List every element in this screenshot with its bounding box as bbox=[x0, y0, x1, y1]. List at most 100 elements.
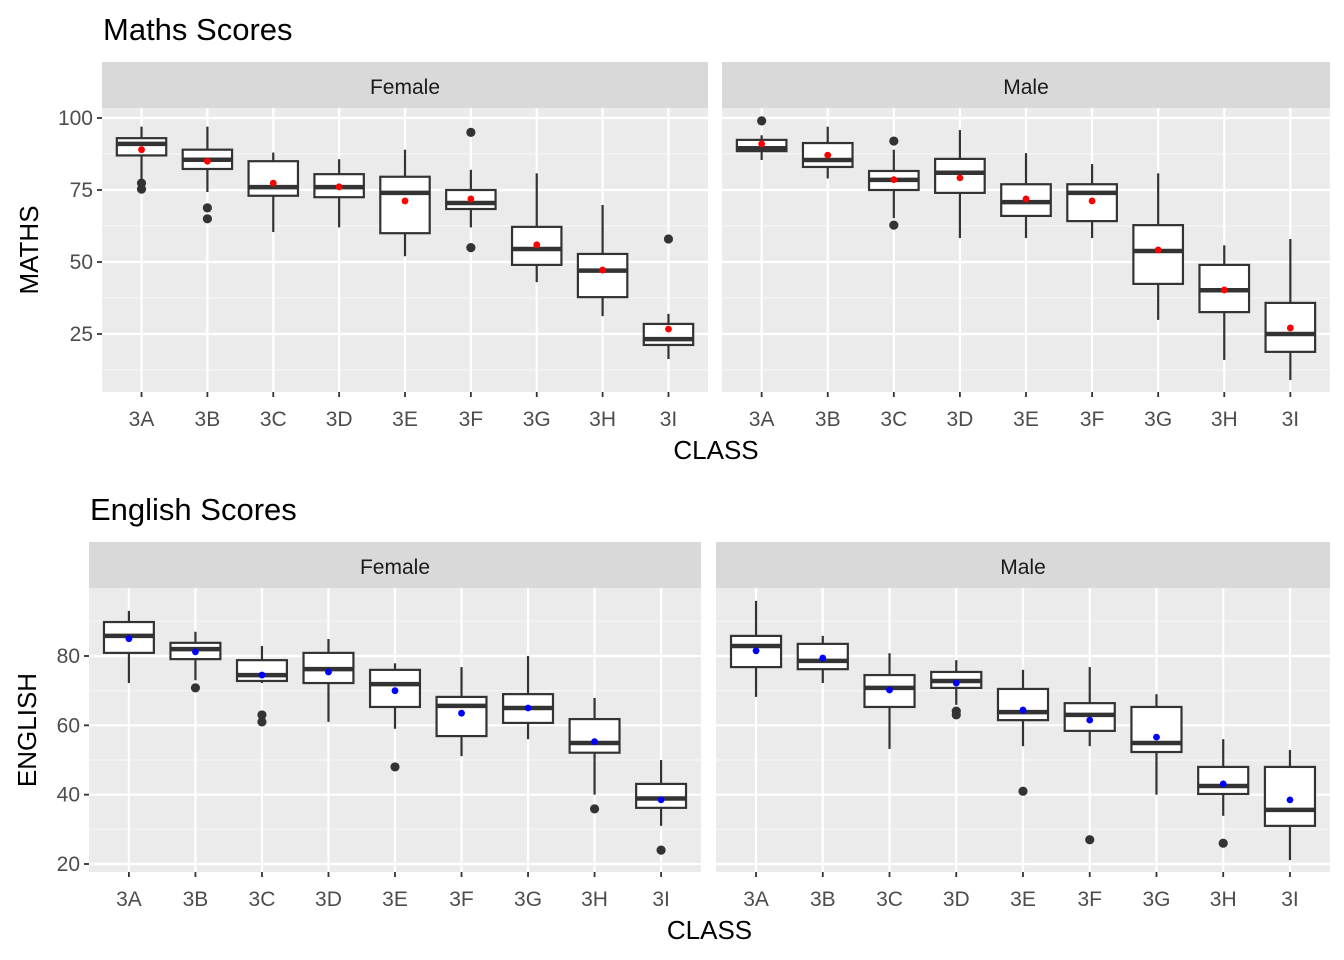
y-tick-label: 80 bbox=[57, 645, 80, 668]
x-tick-label: 3A bbox=[749, 408, 775, 431]
box-3H bbox=[1197, 739, 1250, 848]
box-3F bbox=[445, 127, 497, 253]
x-tick-label: 3G bbox=[523, 408, 551, 431]
outlier-point bbox=[190, 683, 201, 693]
outlier-point bbox=[390, 762, 400, 772]
outlier-point bbox=[889, 136, 899, 146]
iqr-box bbox=[1197, 765, 1250, 796]
box-3A bbox=[735, 116, 788, 161]
x-tick-label: 3C bbox=[880, 408, 907, 431]
mean-point bbox=[467, 195, 475, 203]
mean-point bbox=[269, 179, 277, 187]
x-tick-label: 3A bbox=[129, 408, 155, 431]
mean-point bbox=[758, 140, 766, 148]
facet-strip bbox=[102, 62, 708, 108]
x-tick-label: 3E bbox=[382, 888, 408, 911]
box-3B bbox=[796, 635, 849, 684]
mean-point bbox=[599, 266, 607, 274]
box-3D bbox=[930, 660, 983, 720]
x-tick-label: 3E bbox=[392, 408, 418, 431]
box-3I bbox=[1264, 238, 1317, 381]
x-tick-label: 3I bbox=[660, 408, 678, 431]
box-3C bbox=[863, 653, 916, 749]
x-tick-label: 3G bbox=[1142, 888, 1170, 911]
y-tick-label: 40 bbox=[57, 784, 80, 807]
y-axis-title: ENGLISH bbox=[12, 673, 42, 787]
iqr-box bbox=[379, 175, 431, 235]
x-tick-label: 3C bbox=[249, 888, 276, 911]
y-tick-label: 20 bbox=[57, 853, 80, 876]
mean-point bbox=[1019, 706, 1027, 714]
x-tick-label: 3H bbox=[589, 408, 616, 431]
box-3E bbox=[368, 663, 422, 772]
mean-point bbox=[1286, 796, 1294, 804]
x-tick-label: 3F bbox=[1077, 888, 1102, 911]
x-tick-label: 3F bbox=[1080, 408, 1105, 431]
facet-panel-female: Female 3A 3B 3C 3D 3E 3F 3G 3H 3I 25 50 75 100 bbox=[58, 62, 708, 431]
mean-point bbox=[1220, 286, 1228, 294]
x-tick-label: 3B bbox=[810, 888, 836, 911]
mean-point bbox=[335, 183, 343, 191]
mean-point bbox=[1086, 716, 1094, 724]
facet-strip-label: Male bbox=[1003, 76, 1049, 99]
box-3A bbox=[115, 126, 168, 194]
outlier-point bbox=[1218, 838, 1228, 848]
mean-point bbox=[1153, 733, 1160, 741]
outlier-point bbox=[202, 203, 212, 213]
outlier-point bbox=[663, 234, 674, 244]
facet-panel-male: Male 3A 3B 3C 3D 3E 3F 3G 3H 3I bbox=[722, 62, 1330, 431]
x-tick-label: 3C bbox=[876, 888, 903, 911]
mean-point bbox=[524, 704, 532, 712]
iqr-box bbox=[1132, 224, 1185, 285]
y-tick-label: 100 bbox=[58, 107, 93, 130]
x-tick-label: 3I bbox=[652, 888, 670, 911]
mean-point bbox=[819, 654, 827, 662]
outlier-point bbox=[1085, 835, 1095, 845]
outlier-point bbox=[889, 220, 899, 230]
outlier-point bbox=[202, 214, 212, 224]
iqr-box bbox=[247, 160, 300, 197]
facet-panel-female: Female 3A 3B 3C 3D 3E 3F 3G 3H 3I 20 40 60 80 bbox=[57, 542, 701, 911]
outlier-point bbox=[589, 804, 600, 814]
mean-point bbox=[956, 174, 964, 182]
iqr-box bbox=[1263, 765, 1317, 827]
mean-point bbox=[391, 687, 399, 695]
iqr-box bbox=[576, 252, 629, 299]
x-tick-label: 3G bbox=[514, 888, 542, 911]
box-3G bbox=[510, 173, 563, 283]
box-3E bbox=[1000, 153, 1052, 239]
mean-point bbox=[258, 671, 266, 679]
iqr-box bbox=[568, 717, 621, 754]
x-tick-label: 3H bbox=[1211, 408, 1238, 431]
facet-strip-label: Female bbox=[370, 76, 440, 99]
box-3B bbox=[181, 126, 234, 224]
iqr-box bbox=[1066, 183, 1118, 223]
mean-point bbox=[1088, 197, 1096, 205]
facet-strip bbox=[89, 542, 701, 588]
iqr-box bbox=[863, 673, 916, 709]
x-axis-title: CLASS bbox=[673, 435, 758, 465]
x-tick-label: 3G bbox=[1144, 408, 1172, 431]
mean-point bbox=[591, 738, 598, 746]
mean-point bbox=[138, 146, 145, 154]
mean-point bbox=[203, 157, 211, 165]
x-tick-label: 3A bbox=[743, 888, 769, 911]
mean-point bbox=[1022, 195, 1030, 203]
chart-english: English Scores Female 3A 3B 3C 3D 3E 3F 3G 3H 3I 20… bbox=[12, 492, 1330, 945]
x-tick-label: 3F bbox=[459, 408, 484, 431]
mean-point bbox=[401, 197, 409, 205]
mean-point bbox=[952, 679, 960, 687]
x-tick-label: 3I bbox=[1282, 408, 1300, 431]
y-tick-label: 75 bbox=[70, 179, 93, 202]
box-3C bbox=[867, 136, 920, 230]
box-3A bbox=[102, 610, 155, 684]
box-3D bbox=[313, 159, 365, 228]
box-3B bbox=[169, 631, 222, 693]
y-axis-title: MATHS bbox=[14, 205, 44, 294]
mean-point bbox=[192, 648, 199, 656]
y-tick-label: 25 bbox=[70, 323, 93, 346]
iqr-box bbox=[996, 687, 1050, 722]
mean-point bbox=[1154, 246, 1162, 254]
box-3F bbox=[1063, 667, 1116, 845]
box-3H bbox=[576, 204, 629, 317]
